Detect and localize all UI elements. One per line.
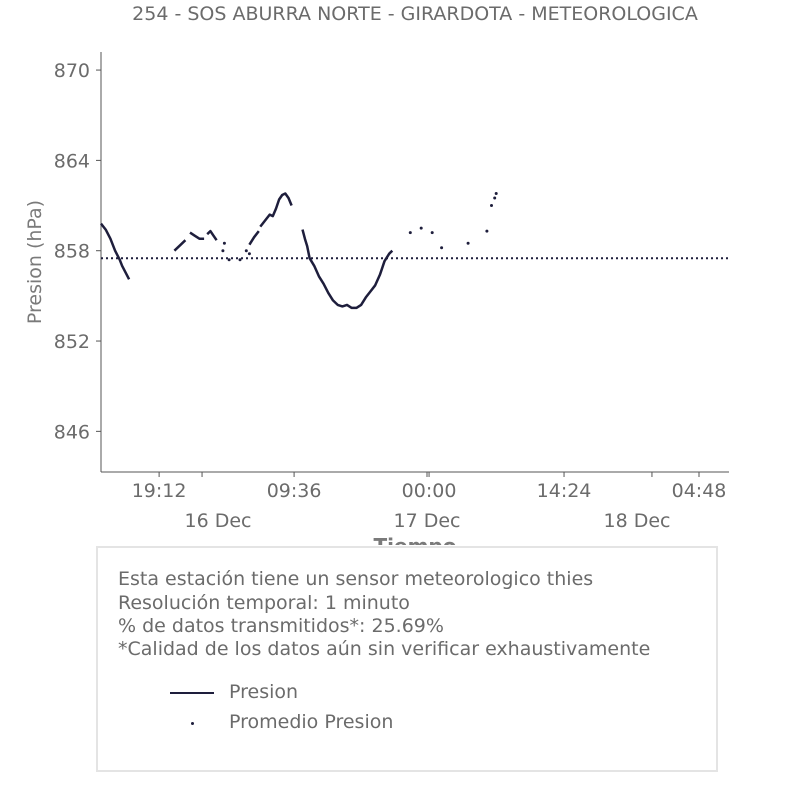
legend-series-label: Presion <box>229 681 299 703</box>
y-tick-label: 870 <box>54 60 90 82</box>
series-point <box>490 204 493 207</box>
x-axis-label: Tiempo <box>374 534 457 545</box>
series-point <box>244 249 248 253</box>
y-tick-label: 846 <box>54 421 90 443</box>
series-point <box>430 231 434 235</box>
series-line-segment <box>301 229 394 310</box>
series-point <box>222 241 226 245</box>
x-date-label: 17 Dec <box>394 510 461 532</box>
series-layer <box>100 192 498 310</box>
x-tick-label: 04:48 <box>672 480 727 502</box>
axes <box>96 52 729 477</box>
y-tick-label: 852 <box>54 331 90 353</box>
legend-line-marker <box>170 692 214 694</box>
series-point <box>485 229 489 233</box>
info-quality-note: *Calidad de los datos aún sin verificar … <box>118 638 651 660</box>
series-line-segment <box>189 231 205 240</box>
series-point <box>466 241 470 245</box>
series-line-segment <box>259 192 293 228</box>
series-point <box>227 258 231 262</box>
series-point <box>493 196 497 200</box>
y-tick-label: 858 <box>54 241 90 263</box>
info-sensor-text: Esta estación tiene un sensor meteorolog… <box>118 568 594 590</box>
series-point <box>440 246 444 250</box>
series-line-segment <box>206 229 218 241</box>
x-tick-label: 09:36 <box>267 480 322 502</box>
legend-average-label: Promedio Presion <box>229 711 394 733</box>
pressure-chart: 846 852 858 864 870 19:12 09:36 00:00 14:24 04:48… <box>24 52 729 545</box>
series-line-segment <box>100 222 131 280</box>
chart-title: 254 - SOS ABURRA NORTE - GIRARDOTA - MET… <box>132 3 698 25</box>
info-box: Esta estación tiene un sensor meteorolog… <box>96 546 718 772</box>
x-tick-label: 14:24 <box>537 480 592 502</box>
x-date-label: 18 Dec <box>604 510 671 532</box>
series-point <box>247 252 251 256</box>
info-percentage-text: % de datos transmitidos*: 25.69% <box>118 615 444 637</box>
x-tick-label: 00:00 <box>402 480 457 502</box>
info-resolution-text: Resolución temporal: 1 minuto <box>118 592 410 614</box>
series-point <box>494 192 498 195</box>
series-point <box>408 231 412 235</box>
x-tick-label: 19:12 <box>132 480 187 502</box>
series-point <box>238 258 242 262</box>
axis-labels-layer: 846 852 858 864 870 19:12 09:36 00:00 14:24 04:48… <box>24 60 726 545</box>
series-line-segment <box>248 230 260 246</box>
legend-dot-marker <box>191 722 194 725</box>
series-point <box>419 226 423 230</box>
series-line-segment <box>173 239 187 252</box>
y-axis-label: Presion (hPa) <box>24 200 46 324</box>
y-tick-label: 864 <box>54 150 90 172</box>
x-date-label: 16 Dec <box>185 510 252 532</box>
series-point <box>221 249 225 253</box>
